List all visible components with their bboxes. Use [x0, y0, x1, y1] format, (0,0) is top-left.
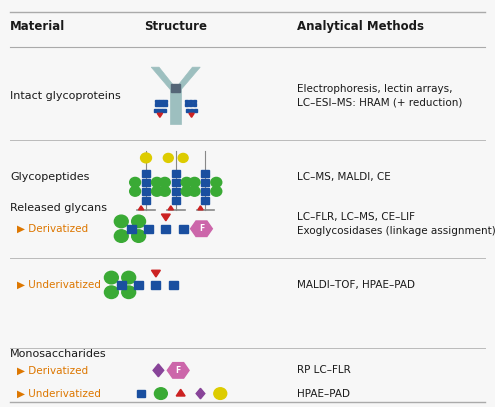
Polygon shape	[177, 67, 200, 90]
Bar	[134, 281, 143, 289]
Text: F: F	[199, 224, 204, 233]
Ellipse shape	[132, 230, 146, 242]
Bar	[179, 225, 188, 233]
Bar	[127, 225, 136, 233]
Bar	[144, 225, 153, 233]
Bar	[170, 88, 181, 124]
Bar	[189, 100, 192, 103]
Text: MALDI–TOF, HPAE–PAD: MALDI–TOF, HPAE–PAD	[297, 280, 415, 290]
Bar	[155, 103, 158, 105]
Ellipse shape	[130, 186, 141, 196]
Text: ▶ Derivatized: ▶ Derivatized	[17, 365, 89, 375]
Text: Intact glycoproteins: Intact glycoproteins	[10, 91, 121, 101]
Bar	[142, 179, 150, 186]
Polygon shape	[153, 364, 164, 377]
Ellipse shape	[122, 271, 136, 284]
Text: Analytical Methods: Analytical Methods	[297, 20, 424, 33]
Bar	[159, 103, 162, 105]
Ellipse shape	[159, 186, 170, 196]
Ellipse shape	[154, 388, 167, 399]
Polygon shape	[151, 270, 160, 277]
Bar	[162, 109, 165, 112]
Polygon shape	[189, 113, 194, 117]
Bar	[190, 109, 193, 112]
Bar	[172, 188, 180, 195]
Bar	[186, 109, 189, 112]
Ellipse shape	[132, 215, 146, 228]
Bar	[172, 197, 180, 204]
Bar	[161, 225, 170, 233]
Polygon shape	[151, 67, 174, 90]
Polygon shape	[198, 206, 203, 210]
Ellipse shape	[181, 186, 192, 196]
Polygon shape	[161, 214, 170, 221]
Polygon shape	[157, 113, 162, 117]
Text: ▶ Derivatized: ▶ Derivatized	[17, 224, 89, 234]
Ellipse shape	[189, 177, 200, 187]
Ellipse shape	[181, 177, 192, 187]
Bar	[201, 188, 209, 195]
Ellipse shape	[189, 186, 200, 196]
Bar	[154, 109, 157, 112]
Bar	[185, 100, 188, 103]
Bar	[155, 100, 158, 103]
Text: ▶ Underivatized: ▶ Underivatized	[17, 280, 101, 290]
Bar	[201, 179, 209, 186]
Bar	[172, 170, 180, 177]
Text: RP LC–FLR: RP LC–FLR	[297, 365, 351, 375]
Ellipse shape	[114, 215, 128, 228]
Text: LC–MS, MALDI, CE: LC–MS, MALDI, CE	[297, 172, 391, 182]
Ellipse shape	[104, 286, 118, 298]
Bar	[201, 170, 209, 177]
Bar	[163, 103, 166, 105]
Text: Monosaccharides: Monosaccharides	[10, 349, 106, 359]
Bar	[171, 84, 180, 92]
Polygon shape	[139, 206, 144, 210]
Ellipse shape	[159, 177, 170, 187]
Bar	[172, 179, 180, 186]
Bar	[185, 103, 188, 105]
Bar	[137, 390, 146, 397]
Bar	[194, 109, 197, 112]
Bar	[201, 197, 209, 204]
Polygon shape	[196, 388, 205, 399]
Ellipse shape	[130, 177, 141, 187]
Bar	[117, 281, 126, 289]
Bar	[142, 188, 150, 195]
Ellipse shape	[178, 153, 188, 162]
Ellipse shape	[114, 230, 128, 242]
Bar	[193, 103, 196, 105]
Text: HPAE–PAD: HPAE–PAD	[297, 389, 350, 398]
Text: Material: Material	[10, 20, 65, 33]
Bar	[158, 109, 161, 112]
Bar	[169, 281, 178, 289]
Bar	[142, 170, 150, 177]
Ellipse shape	[151, 186, 162, 196]
Bar	[163, 100, 166, 103]
Text: Electrophoresis, lectin arrays,
LC–ESI–MS: HRAM (+ reduction): Electrophoresis, lectin arrays, LC–ESI–M…	[297, 84, 462, 107]
Ellipse shape	[211, 177, 222, 187]
Ellipse shape	[214, 388, 227, 399]
Ellipse shape	[163, 153, 173, 162]
Bar	[159, 100, 162, 103]
Ellipse shape	[211, 186, 222, 196]
Text: ▶ Underivatized: ▶ Underivatized	[17, 389, 101, 398]
Text: LC–FLR, LC–MS, CE–LIF
Exoglycosidases (linkage assignment): LC–FLR, LC–MS, CE–LIF Exoglycosidases (l…	[297, 212, 495, 236]
Bar	[193, 100, 196, 103]
Bar	[189, 103, 192, 105]
Polygon shape	[168, 206, 173, 210]
Ellipse shape	[141, 153, 151, 163]
Ellipse shape	[122, 286, 136, 298]
Ellipse shape	[104, 271, 118, 284]
Text: Glycopeptides: Glycopeptides	[10, 172, 89, 182]
Text: Released glycans: Released glycans	[10, 203, 107, 212]
Text: Structure: Structure	[144, 20, 207, 33]
Text: F: F	[176, 366, 181, 375]
Ellipse shape	[151, 177, 162, 187]
Bar	[151, 281, 160, 289]
Polygon shape	[176, 389, 185, 396]
Bar	[142, 197, 150, 204]
